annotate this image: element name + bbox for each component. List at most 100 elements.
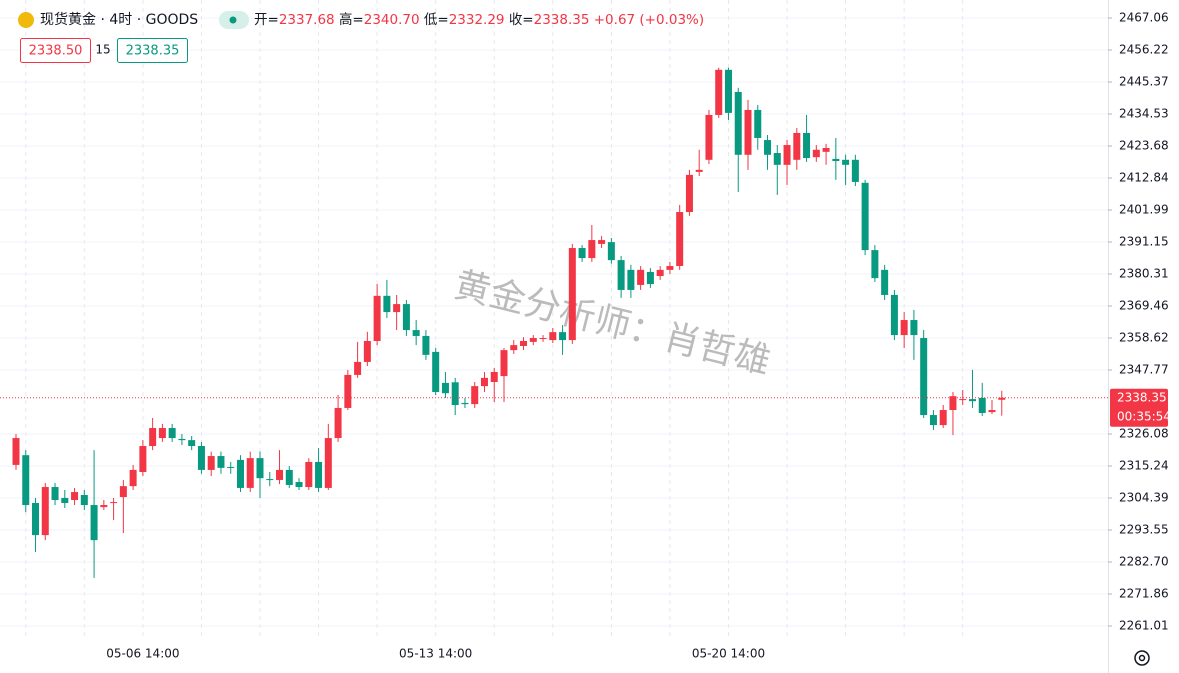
y-tick-label: 2293.55	[1119, 522, 1169, 536]
candle-body	[812, 149, 820, 158]
y-tick-label: 2445.37	[1119, 74, 1169, 88]
settings-button[interactable]	[1134, 650, 1150, 666]
candle-body	[656, 269, 664, 277]
candle-body	[61, 497, 69, 503]
candle-body	[227, 466, 235, 468]
candle-body	[471, 386, 479, 405]
candle-body	[461, 402, 469, 405]
high-value: 2340.70	[364, 12, 420, 28]
candle-body	[41, 487, 49, 536]
candle-body	[783, 145, 791, 165]
candle-body	[480, 377, 488, 387]
candle-body	[988, 410, 996, 413]
candle-body	[646, 271, 654, 285]
bid-price: 2338.50	[29, 44, 83, 59]
candle-body	[578, 248, 586, 259]
candle-body	[764, 140, 772, 155]
last-price-tag	[1110, 388, 1168, 427]
y-tick-label: 2423.68	[1119, 138, 1169, 152]
y-tick-label: 2315.24	[1119, 458, 1169, 472]
candle-body	[949, 396, 957, 411]
candle-body	[959, 399, 967, 401]
candle-body	[236, 459, 244, 488]
candle-body	[139, 446, 147, 472]
candle-body	[324, 438, 332, 488]
candle-body	[715, 69, 723, 115]
candle-body	[617, 260, 625, 290]
candle-body	[910, 320, 918, 336]
y-tick-label: 2282.70	[1119, 554, 1169, 568]
candle-body	[939, 410, 947, 426]
candle-body	[149, 428, 157, 447]
candle-body	[881, 269, 889, 295]
candle-body	[119, 486, 127, 498]
candle-body	[500, 350, 508, 377]
candle-body	[12, 438, 20, 465]
x-tick-label: 05-20 14:00	[692, 647, 765, 661]
candle-body	[520, 340, 528, 346]
candle-body	[168, 428, 176, 439]
candle-body	[276, 469, 284, 480]
candle-body	[676, 212, 684, 267]
candle-body	[568, 248, 576, 341]
candle-body	[315, 461, 323, 488]
candle-body	[803, 132, 811, 159]
candle-body	[363, 340, 371, 362]
y-tick-label: 2369.46	[1119, 298, 1169, 312]
candle-body	[968, 399, 976, 402]
candle-body	[588, 240, 596, 259]
candle-body	[344, 374, 352, 408]
y-tick-label: 2326.08	[1119, 426, 1169, 440]
candle-body	[929, 415, 937, 426]
candle-body	[793, 132, 801, 160]
candle-body	[549, 332, 557, 341]
candle-body	[744, 109, 752, 155]
last-price-label: 2338.35	[1117, 390, 1167, 404]
candle-body	[393, 304, 401, 313]
x-tick-label: 05-06 14:00	[106, 647, 179, 661]
buy-button[interactable]	[117, 38, 188, 63]
sell-button[interactable]	[20, 38, 91, 63]
candle-body	[100, 505, 108, 508]
candle-body	[22, 455, 30, 506]
candle-body	[295, 482, 303, 488]
y-tick-label: 2261.01	[1119, 618, 1169, 632]
close-label: 收=	[509, 12, 534, 28]
candle-body	[402, 304, 410, 331]
candle-body	[90, 505, 98, 541]
open-label: 开=	[254, 12, 279, 28]
spread: 15	[95, 43, 110, 57]
candle-body	[598, 240, 606, 244]
candle-body	[998, 397, 1006, 400]
candle-body	[559, 332, 567, 341]
y-tick-label: 2412.84	[1119, 170, 1169, 184]
candle-body	[246, 458, 254, 488]
candle-body	[685, 174, 693, 213]
candle-body	[978, 397, 986, 413]
y-tick-label: 2456.22	[1119, 42, 1169, 56]
candle-body	[71, 492, 79, 501]
symbol-icon	[18, 12, 34, 28]
candle-body	[158, 428, 166, 439]
low-value: 2332.29	[449, 12, 505, 28]
y-tick-label: 2401.99	[1119, 202, 1169, 216]
x-tick-label: 05-13 14:00	[399, 647, 472, 661]
candle-body	[861, 182, 869, 251]
candle-body	[80, 495, 88, 506]
symbol-title[interactable]: 现货黄金 · 4时 · GOODS	[40, 11, 198, 28]
high-label: 高=	[339, 11, 364, 28]
candle-body	[754, 109, 762, 138]
market-status-dot	[229, 16, 237, 24]
y-tick-label: 2271.86	[1119, 586, 1169, 600]
candle-body	[529, 338, 537, 342]
candle-body	[666, 266, 674, 270]
y-tick-label: 2347.77	[1119, 362, 1169, 376]
low-label: 低=	[424, 12, 449, 28]
candle-body	[32, 502, 40, 536]
candle-body	[734, 91, 742, 155]
candle-body	[178, 438, 186, 441]
candle-body	[490, 371, 498, 382]
candle-body	[900, 320, 908, 336]
candle-body	[832, 158, 840, 161]
